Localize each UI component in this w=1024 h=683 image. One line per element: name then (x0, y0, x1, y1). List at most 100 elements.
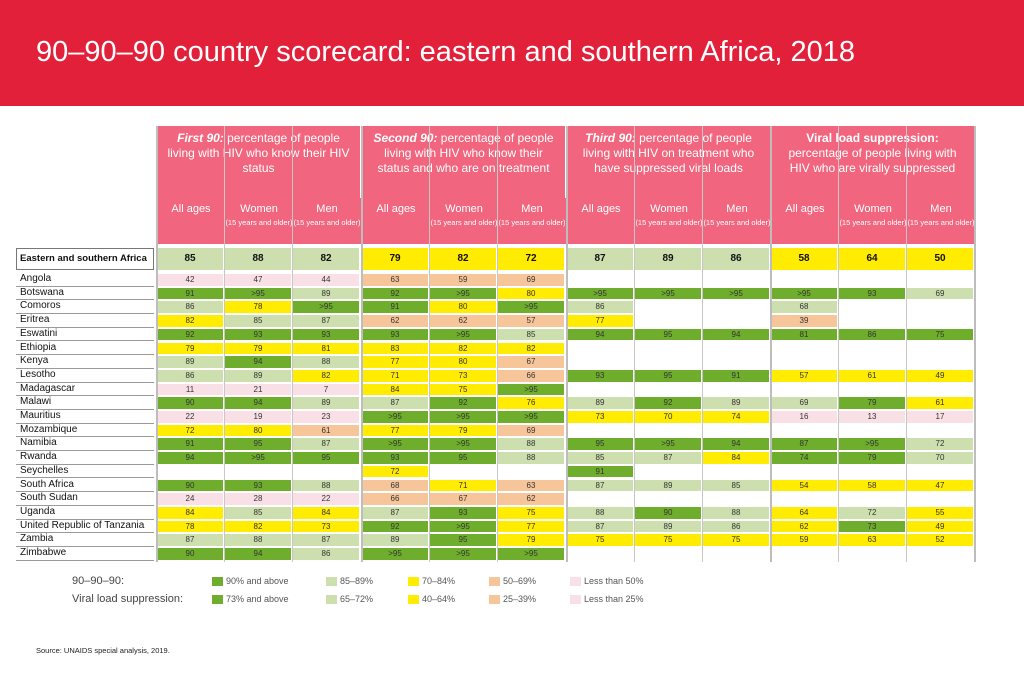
table-cell: 49 (907, 520, 973, 533)
table-cell: 95 (293, 452, 359, 464)
legend-swatch (489, 595, 500, 604)
table-cell (703, 548, 769, 560)
table-cell: 59 (771, 534, 837, 546)
table-cell (703, 383, 769, 396)
table-cell: >95 (703, 287, 769, 300)
table-cell (771, 465, 837, 478)
table-cell: 79 (225, 342, 291, 355)
table-cell: 75 (498, 506, 564, 519)
table-cell: 64 (771, 506, 837, 519)
column-divider (224, 126, 225, 562)
table-cell (703, 356, 769, 368)
summary-cell: 79 (362, 248, 428, 270)
table-cell: >95 (430, 411, 496, 423)
sub-header-label: All ages (581, 203, 621, 215)
table-cell (635, 465, 701, 478)
page-title: 90–90–90 country scorecard: eastern and … (36, 36, 855, 68)
table-cell: 94 (225, 397, 291, 409)
country-label: Botswana (16, 287, 154, 301)
group-header-third: Third 90: percentage of people living wi… (567, 126, 770, 198)
table-cell (635, 301, 701, 314)
table-cell: 89 (635, 520, 701, 533)
table-cell: 92 (362, 520, 428, 533)
group-header-first: First 90: percentage of people living wi… (157, 126, 360, 198)
table-cell: 95 (225, 438, 291, 451)
group-header-text: percentage of people living with HIV who… (167, 131, 350, 175)
column-divider (702, 126, 703, 562)
legend-swatch (570, 577, 581, 586)
table-cell (703, 315, 769, 327)
table-cell: >95 (430, 438, 496, 451)
table-cell (771, 342, 837, 355)
column-divider (361, 126, 363, 562)
table-cell: 87 (771, 438, 837, 451)
table-cell (635, 274, 701, 286)
legend-swatch (326, 577, 337, 586)
table-cell: 75 (635, 534, 701, 546)
table-cell: 89 (293, 287, 359, 300)
table-cell (635, 493, 701, 505)
sub-header-label: Men (316, 203, 338, 215)
table-cell: >95 (430, 520, 496, 533)
title-banner: 90–90–90 country scorecard: eastern and … (0, 0, 1024, 106)
table-cell: 91 (157, 287, 223, 300)
sub-header-age-note: (15 years and older) (907, 218, 975, 227)
table-cell: 61 (293, 424, 359, 437)
group-header-text: percentage of people living with HIV on … (582, 131, 755, 175)
table-cell: 23 (293, 411, 359, 423)
table-cell: >95 (635, 287, 701, 300)
table-cell: 89 (635, 479, 701, 492)
table-cell: 95 (430, 534, 496, 546)
table-cell: 78 (225, 301, 291, 314)
column-divider (838, 126, 839, 562)
table-cell (839, 548, 905, 560)
table-cell (839, 424, 905, 437)
source-note: Source: UNAIDS special analysis, 2019. (36, 646, 170, 655)
table-cell: 24 (157, 493, 223, 505)
sub-header-all: All ages (157, 198, 225, 244)
table-cell: >95 (498, 383, 564, 396)
table-cell: 57 (771, 369, 837, 382)
sub-header-women: Women (15 years and older) (225, 198, 293, 244)
table-cell: 89 (293, 397, 359, 409)
table-cell: 82 (225, 520, 291, 533)
table-cell (907, 315, 973, 327)
column-divider (634, 126, 635, 562)
table-cell: 79 (498, 534, 564, 546)
table-cell: 82 (498, 342, 564, 355)
table-cell: 86 (839, 328, 905, 341)
country-label: South Sudan (16, 492, 154, 506)
sub-header-age-note: (15 years and older) (430, 218, 498, 227)
table-cell: 88 (498, 438, 564, 451)
table-cell: 71 (362, 369, 428, 382)
table-cell: 87 (293, 438, 359, 451)
table-cell: 90 (157, 397, 223, 409)
country-label: Namibia (16, 437, 154, 452)
table-cell (907, 383, 973, 396)
column-divider (566, 126, 568, 562)
legend-text: 40–64% (422, 594, 456, 604)
group-header-lead: Third 90: (585, 131, 636, 145)
table-cell (839, 493, 905, 505)
table-cell: 73 (839, 520, 905, 533)
sub-header-label: Women (854, 203, 892, 215)
table-cell: 82 (293, 369, 359, 382)
table-cell: 87 (362, 397, 428, 409)
sub-header-men: Men (15 years and older) (907, 198, 975, 244)
summary-cell: 64 (839, 248, 905, 270)
country-label: Malawi (16, 396, 154, 410)
table-cell: 74 (771, 452, 837, 464)
table-cell (703, 342, 769, 355)
country-label: Eritrea (16, 314, 154, 328)
summary-cell: 58 (771, 248, 837, 270)
table-cell: 11 (157, 383, 223, 396)
sub-header-label: Men (726, 203, 748, 215)
table-cell: 77 (362, 356, 428, 368)
table-cell: 68 (771, 301, 837, 314)
table-cell: 80 (430, 356, 496, 368)
table-cell: 79 (839, 452, 905, 464)
table-cell: 81 (771, 328, 837, 341)
legend-text: 90% and above (226, 576, 289, 586)
table-cell: >95 (225, 452, 291, 464)
table-cell (703, 493, 769, 505)
